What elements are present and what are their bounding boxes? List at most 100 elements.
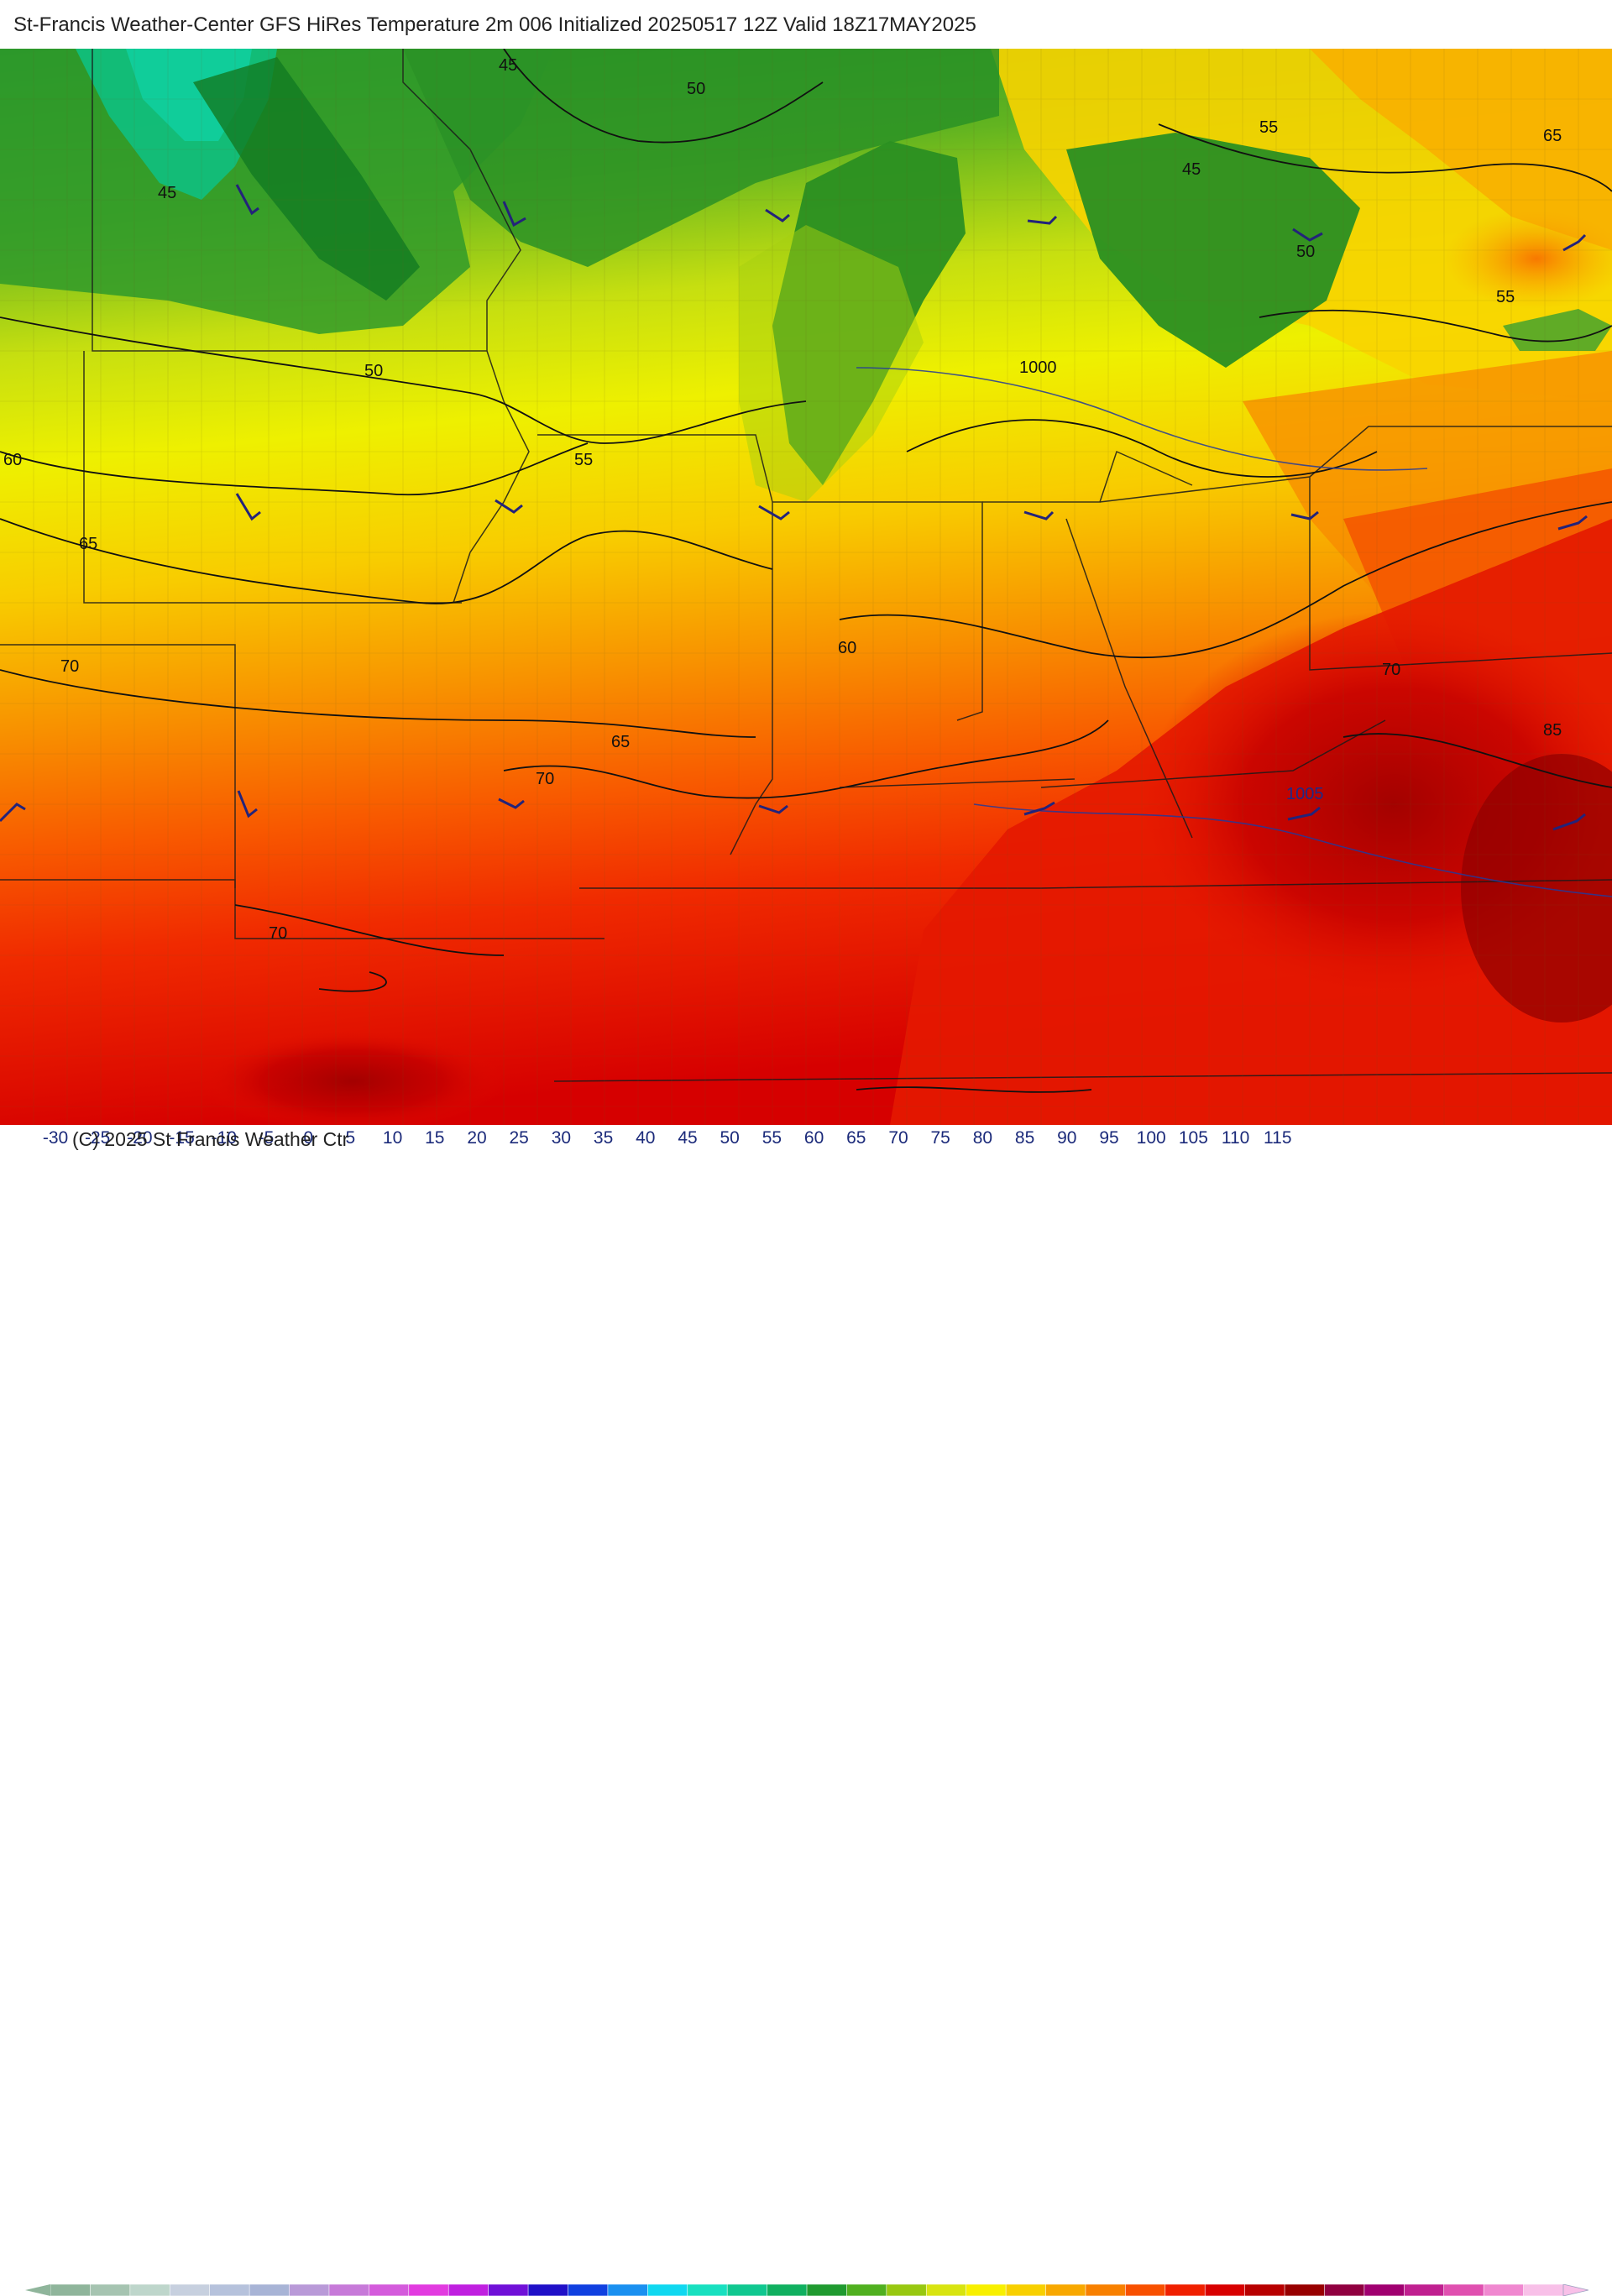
isotherm-contours <box>0 49 1612 1093</box>
colorbar-swatch <box>767 2284 808 2296</box>
colorbar-swatch <box>886 2284 928 2296</box>
colorbar-right-arrow <box>1562 2284 1588 2296</box>
colorbar-swatch <box>249 2284 290 2296</box>
great-lakes-cool-area <box>403 49 999 267</box>
colorbar-swatch <box>806 2284 848 2296</box>
colorbar-swatch <box>1523 2284 1564 2296</box>
county-lines <box>0 49 1612 1125</box>
contour-label: 50 <box>1296 243 1315 261</box>
colorbar-swatch <box>50 2284 92 2296</box>
legend-tick: 75 <box>930 1128 950 1148</box>
legend-tick: 30 <box>551 1128 572 1148</box>
colorbar-swatch <box>925 2284 967 2296</box>
temperature-map: 45 50 45 55 65 45 50 55 1000 50 60 55 65… <box>0 49 1612 1125</box>
contour-label: 55 <box>1496 288 1515 306</box>
colorbar-swatch <box>289 2284 330 2296</box>
isobar-label: 1005 <box>1286 785 1324 803</box>
colorbar-swatch <box>568 2284 609 2296</box>
colorbar-swatch <box>1363 2284 1405 2296</box>
legend-tick: -20 <box>127 1128 153 1148</box>
legend-tick: 80 <box>972 1128 993 1148</box>
colorbar-swatch <box>1443 2284 1484 2296</box>
contour-label: 85 <box>1543 721 1562 740</box>
contour-label: 70 <box>536 770 554 788</box>
colorbar-swatch <box>966 2284 1007 2296</box>
colorbar-swatch <box>369 2284 410 2296</box>
legend-tick: 10 <box>382 1128 403 1148</box>
legend-tick: 50 <box>720 1128 740 1148</box>
contour-label: 50 <box>687 80 705 98</box>
colorbar-swatch <box>1125 2284 1166 2296</box>
contour-label: 60 <box>3 451 22 469</box>
isobars <box>856 367 1612 897</box>
map-title: St-Francis Weather-Center GFS HiRes Temp… <box>13 13 976 36</box>
colorbar-swatch <box>90 2284 131 2296</box>
legend-tick: 65 <box>846 1128 866 1148</box>
colorbar-left-arrow <box>25 2284 50 2296</box>
contour-label: 45 <box>1182 160 1201 179</box>
colorbar-swatch <box>408 2284 450 2296</box>
legend-tick: -25 <box>85 1128 111 1148</box>
contour-label: 45 <box>158 184 176 202</box>
colorbar-swatch <box>328 2284 370 2296</box>
legend-tick: 0 <box>303 1128 314 1148</box>
legend-tick: -5 <box>258 1128 275 1148</box>
colorbar-swatch <box>488 2284 529 2296</box>
legend-tick: -30 <box>42 1128 69 1148</box>
copyright-notice: (C) 2025 St Francis Weather Ctr <box>72 1128 349 1150</box>
contour-label: 55 <box>1259 118 1278 137</box>
legend-tick: 110 <box>1221 1128 1250 1148</box>
contour-label: 65 <box>1543 127 1562 145</box>
colorbar-swatch <box>1284 2284 1326 2296</box>
contour-label: 70 <box>60 657 79 676</box>
legend-tick: 95 <box>1099 1128 1119 1148</box>
colorbar-swatch <box>169 2284 211 2296</box>
contour-label: 65 <box>79 535 97 553</box>
wind-barbs <box>0 184 1588 831</box>
legend-tick: 105 <box>1178 1128 1208 1148</box>
contour-label: 60 <box>838 639 856 657</box>
legend-tick: -10 <box>211 1128 237 1148</box>
legend-tick: 45 <box>678 1128 698 1148</box>
colorbar-swatch <box>1324 2284 1365 2296</box>
colorbar-swatch <box>1005 2284 1047 2296</box>
colorbar-swatch <box>129 2284 171 2296</box>
colorbar-swatch <box>527 2284 569 2296</box>
colorbar-swatch <box>1204 2284 1246 2296</box>
legend-tick: 15 <box>425 1128 445 1148</box>
legend-tick: 25 <box>509 1128 529 1148</box>
colorbar-swatch <box>607 2284 649 2296</box>
legend-tick: 100 <box>1136 1128 1166 1148</box>
colorbar-swatch <box>1483 2284 1525 2296</box>
legend-tick: 40 <box>636 1128 656 1148</box>
colorbar-swatch <box>846 2284 887 2296</box>
contour-label: 45 <box>499 56 517 75</box>
legend-tick: 20 <box>467 1128 487 1148</box>
colorbar-swatch <box>1085 2284 1127 2296</box>
contour-labels: 45 50 45 55 65 45 50 55 1000 50 60 55 65… <box>3 56 1562 943</box>
colorbar <box>25 2284 1588 2296</box>
contour-label: 65 <box>611 733 630 751</box>
contour-label: 70 <box>1382 661 1400 679</box>
contour-label: 70 <box>269 924 287 943</box>
legend-tick: 115 <box>1264 1128 1292 1148</box>
legend-tick: -15 <box>169 1128 195 1148</box>
contour-label: 55 <box>574 451 593 469</box>
colorbar-swatch <box>726 2284 768 2296</box>
colorbar-swatch <box>1045 2284 1086 2296</box>
colorbar-swatch <box>447 2284 489 2296</box>
contour-label: 50 <box>364 362 383 380</box>
legend-tick: 35 <box>593 1128 614 1148</box>
legend-tick: 85 <box>1014 1128 1035 1148</box>
contour-label: 1000 <box>1019 358 1057 377</box>
colorbar-swatch <box>647 2284 688 2296</box>
legend-tick: 70 <box>888 1128 908 1148</box>
state-boundaries <box>0 49 1612 1082</box>
legend-tick: 55 <box>762 1128 782 1148</box>
colorbar-swatch <box>1404 2284 1445 2296</box>
legend-tick: 60 <box>803 1128 824 1148</box>
legend-tick: 90 <box>1057 1128 1077 1148</box>
colorbar-swatch <box>209 2284 250 2296</box>
colorbar-swatch <box>687 2284 728 2296</box>
colorbar-swatch <box>1165 2284 1206 2296</box>
